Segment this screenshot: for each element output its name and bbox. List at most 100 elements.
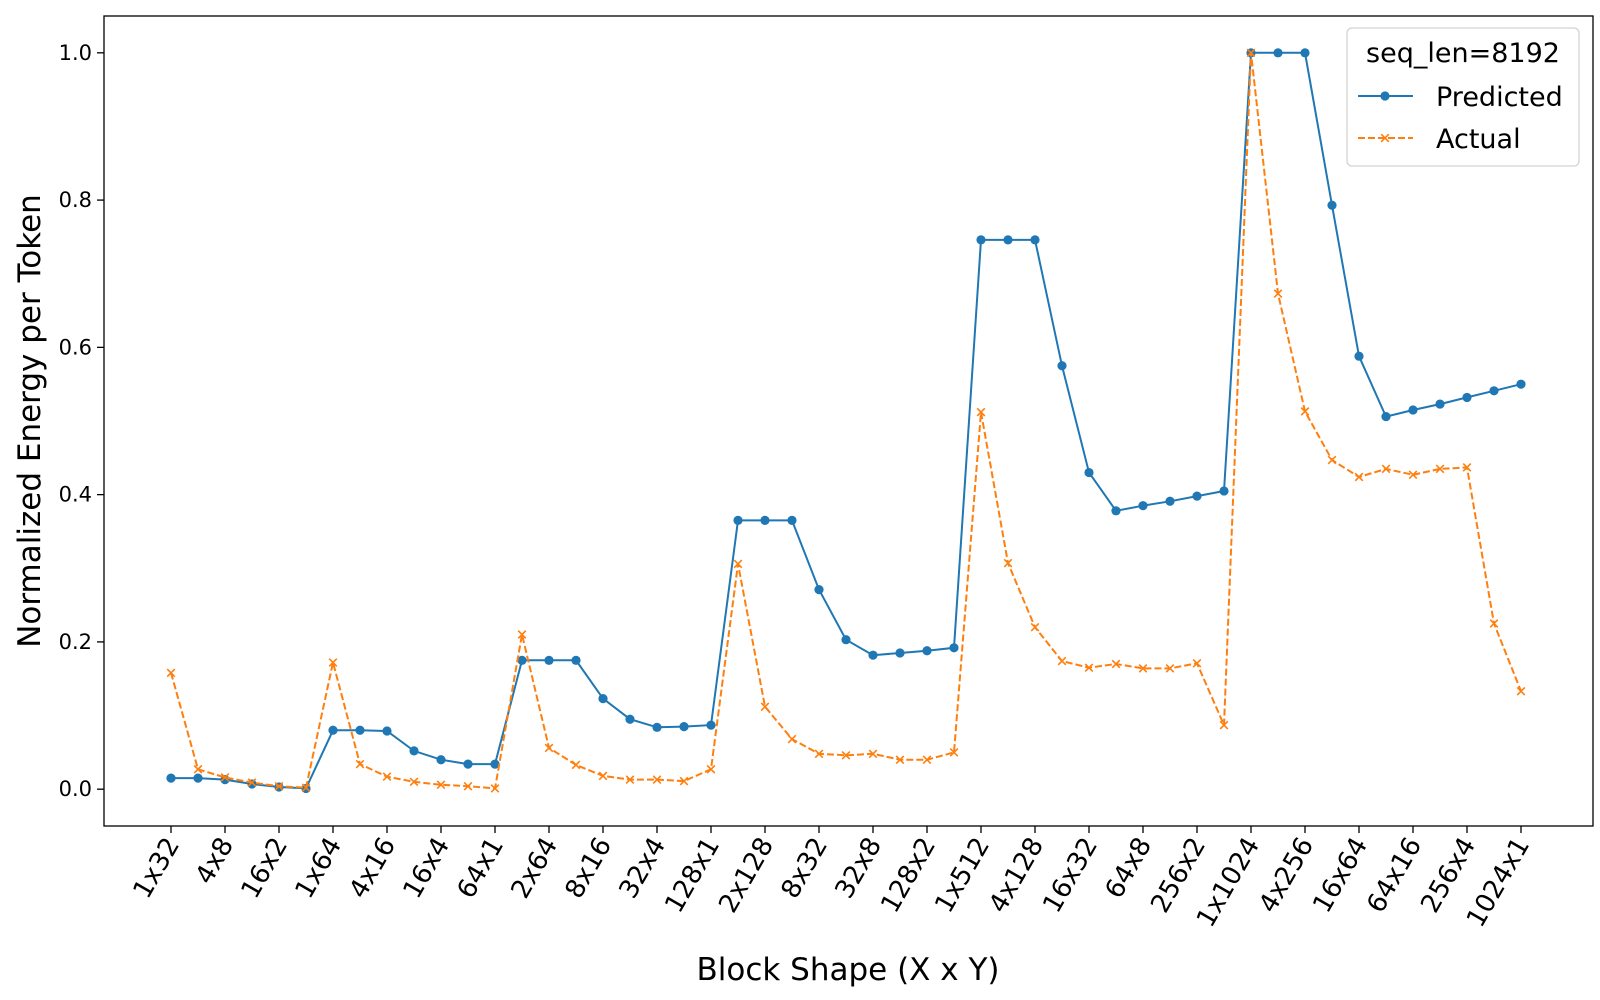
legend-box xyxy=(1346,27,1580,167)
data-point xyxy=(1084,663,1094,673)
data-point xyxy=(814,585,824,595)
data-point xyxy=(733,515,743,526)
data-point xyxy=(247,779,257,789)
data-point xyxy=(760,702,770,712)
y-tick-label: 0.8 xyxy=(59,188,92,212)
data-point xyxy=(1381,464,1391,474)
data-point xyxy=(625,775,635,784)
data-point xyxy=(895,648,905,658)
x-tick-label: 2x128 xyxy=(713,833,780,919)
data-point xyxy=(733,559,743,569)
data-point xyxy=(490,759,500,769)
data-point xyxy=(1165,496,1175,506)
data-point xyxy=(787,515,797,526)
data-point xyxy=(1435,464,1445,474)
data-point xyxy=(1057,361,1067,371)
data-point xyxy=(166,668,176,678)
data-point xyxy=(922,755,932,765)
data-point xyxy=(1381,411,1391,422)
data-point xyxy=(328,725,338,735)
data-point xyxy=(868,749,878,759)
data-point xyxy=(1354,351,1364,361)
data-point xyxy=(760,515,770,526)
x-tick-label: 4x16 xyxy=(344,833,402,904)
data-point xyxy=(382,772,392,782)
data-point xyxy=(976,407,986,417)
y-tick-label: 1.0 xyxy=(59,41,92,65)
data-point xyxy=(1300,48,1310,58)
x-tick-label: 32x8 xyxy=(830,833,888,904)
legend-marker xyxy=(1380,91,1390,101)
legend: seq_len=8192 Predicted Actual xyxy=(1346,27,1580,167)
data-point xyxy=(193,773,203,783)
y-axis-ticks: 0.0 0.2 0.4 0.6 0.8 1.0 xyxy=(59,41,104,801)
data-point xyxy=(1462,392,1472,403)
legend-entry-predicted: Predicted xyxy=(1358,82,1563,113)
plot-area xyxy=(104,16,1593,826)
data-point xyxy=(544,743,554,753)
data-point xyxy=(1030,622,1040,632)
data-point xyxy=(1408,405,1418,415)
data-point xyxy=(1273,289,1283,298)
data-point xyxy=(490,784,500,793)
data-point xyxy=(436,780,446,790)
legend-entry-actual: Actual xyxy=(1358,124,1521,155)
data-point xyxy=(409,777,419,787)
y-tick-label: 0.4 xyxy=(59,483,92,507)
data-point xyxy=(193,764,203,774)
data-point xyxy=(1192,658,1202,668)
data-point xyxy=(355,759,365,769)
data-point xyxy=(814,749,824,759)
series-line xyxy=(170,52,1522,790)
data-point xyxy=(328,658,338,667)
data-point xyxy=(1300,407,1310,416)
data-point xyxy=(544,655,554,665)
data-point xyxy=(274,781,284,791)
data-point xyxy=(517,630,527,639)
data-point xyxy=(1165,664,1175,673)
x-tick-label: 64x8 xyxy=(1100,833,1158,904)
data-point xyxy=(1489,386,1499,396)
data-point xyxy=(382,726,392,736)
legend-title: seq_len=8192 xyxy=(1366,38,1560,69)
data-point xyxy=(1516,686,1526,696)
data-point xyxy=(1462,463,1472,472)
data-point xyxy=(598,771,608,781)
x-tick-label: 16x4 xyxy=(398,833,456,904)
x-tick-label: 32x4 xyxy=(614,833,672,904)
data-point xyxy=(463,781,473,791)
data-point xyxy=(1084,467,1094,478)
y-tick-label: 0.2 xyxy=(59,630,92,654)
data-point xyxy=(787,734,797,744)
data-point xyxy=(1003,235,1013,245)
data-point xyxy=(949,643,959,653)
legend-label: Predicted xyxy=(1436,82,1563,113)
data-point xyxy=(625,714,635,724)
series-layer xyxy=(166,48,1526,794)
data-point xyxy=(1516,379,1526,389)
data-point xyxy=(409,746,419,756)
x-tick-label: 16x2 xyxy=(236,833,294,904)
data-point xyxy=(1219,720,1229,730)
data-point xyxy=(1273,48,1283,58)
data-point xyxy=(598,694,608,704)
data-point xyxy=(679,776,689,786)
data-point xyxy=(1327,455,1337,465)
data-point xyxy=(1057,656,1067,666)
data-point xyxy=(652,722,662,732)
y-tick-label: 0.0 xyxy=(59,777,92,801)
data-point xyxy=(706,720,716,730)
x-tick-label: 8x32 xyxy=(776,833,834,904)
data-point xyxy=(706,764,716,774)
legend-label: Actual xyxy=(1436,124,1521,155)
data-point xyxy=(895,755,905,765)
data-point xyxy=(1030,235,1040,245)
data-point xyxy=(1111,659,1121,669)
data-point xyxy=(355,725,365,735)
data-point xyxy=(166,773,176,783)
data-point xyxy=(463,759,473,769)
y-axis-label: Normalized Energy per Token xyxy=(12,194,48,648)
series-actual xyxy=(166,48,1526,793)
